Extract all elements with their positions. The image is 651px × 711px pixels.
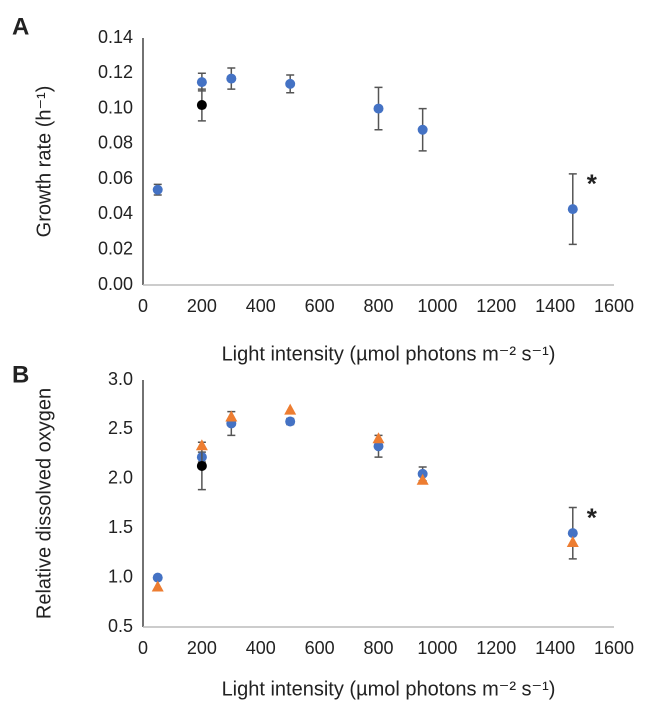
y-tick-label: 2.0 [108,468,133,488]
y-tick-label: 0.08 [98,133,133,153]
point [417,124,428,135]
y-tick-label: 1.5 [108,517,133,537]
x-tick-label: 0 [138,638,148,658]
point [567,528,578,539]
x-tick-label: 200 [187,296,217,316]
point [226,73,237,84]
point [151,580,164,592]
point [195,439,208,451]
x-tick-label: 1200 [476,296,516,316]
x-tick-label: 800 [363,638,393,658]
panel-label: A [12,13,29,40]
x-tick-label: 800 [363,296,393,316]
x-tick-label: 400 [246,296,276,316]
x-tick-label: 1400 [535,638,575,658]
annotation: * [587,502,598,532]
y-tick-label: 0.06 [98,168,133,188]
point [373,441,384,452]
point [225,410,238,422]
x-tick-label: 600 [305,638,335,658]
x-axis-label: Light intensity (µmol photons m⁻² s⁻¹) [222,343,556,365]
y-tick-label: 3.0 [108,369,133,389]
x-tick-label: 400 [246,638,276,658]
y-tick-label: 0.5 [108,616,133,636]
x-tick-label: 1000 [417,296,457,316]
point [196,460,207,471]
y-tick-label: 0.14 [98,27,133,47]
y-axis-label: Growth rate (h⁻¹) [33,86,55,238]
y-tick-label: 0.00 [98,274,133,294]
x-tick-label: 1600 [594,638,634,658]
y-tick-label: 0.02 [98,238,133,258]
x-tick-label: 1600 [594,296,634,316]
point [196,77,207,88]
point [372,432,385,444]
y-tick-label: 0.12 [98,62,133,82]
point [285,416,296,427]
x-tick-label: 1400 [535,296,575,316]
x-tick-label: 200 [187,638,217,658]
point [416,473,429,485]
y-tick-label: 0.10 [98,97,133,117]
x-axis-label: Light intensity (µmol photons m⁻² s⁻¹) [222,678,556,700]
x-tick-label: 1200 [476,638,516,658]
y-axis-label: Relative dissolved oxygen [33,388,55,619]
point [196,100,207,111]
point [152,572,163,583]
x-tick-label: 1000 [417,638,457,658]
point [567,204,578,215]
point [152,184,163,195]
y-tick-label: 2.5 [108,418,133,438]
annotation: * [587,169,598,199]
point [373,103,384,114]
y-tick-label: 1.0 [108,566,133,586]
point [284,403,297,415]
point [285,78,296,89]
panel-label: B [12,361,29,388]
point [566,536,579,548]
x-tick-label: 0 [138,296,148,316]
y-tick-label: 0.04 [98,203,133,223]
x-tick-label: 600 [305,296,335,316]
